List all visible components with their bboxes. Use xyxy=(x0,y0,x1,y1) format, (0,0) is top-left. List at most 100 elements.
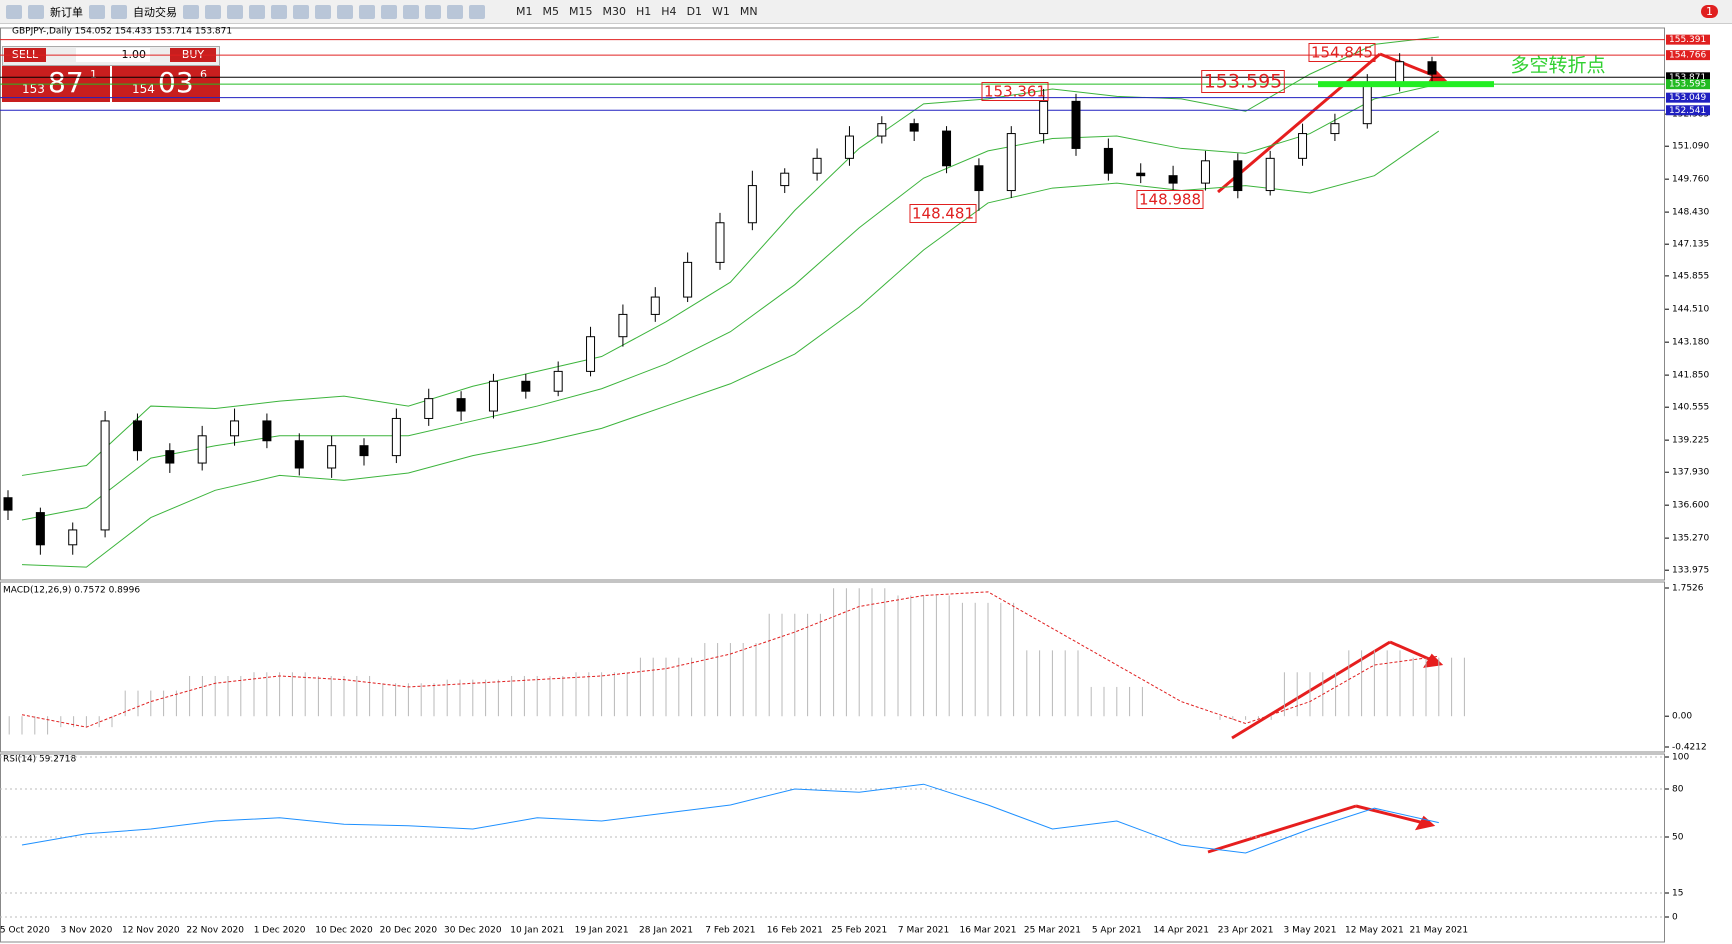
icon[interactable] xyxy=(271,4,287,19)
timeframe-button[interactable]: M5 xyxy=(542,5,560,18)
price-sup: 1 xyxy=(90,68,97,81)
x-tick-label: 7 Mar 2021 xyxy=(898,926,949,936)
panel-title: GBPJPY-,Daily 154.052 154.433 153.714 15… xyxy=(12,27,232,37)
candle-body xyxy=(844,135,854,159)
y-tick-label: 151.090 xyxy=(1672,142,1709,152)
panel-title: RSI(14) 59.2718 xyxy=(3,755,76,765)
y-tick-label: 80 xyxy=(1672,785,1684,795)
icon[interactable] xyxy=(293,4,309,19)
candle-body xyxy=(1039,100,1049,135)
candle-body xyxy=(488,380,498,412)
price-tag-label: 153.049 xyxy=(1669,93,1706,103)
timeframe-button[interactable]: D1 xyxy=(686,5,703,18)
notification[interactable]: 1 xyxy=(1701,5,1718,18)
annotation: 153.595 xyxy=(1204,71,1283,93)
price-tag xyxy=(1666,34,1710,45)
x-tick-label: 20 Dec 2020 xyxy=(380,926,438,936)
candle-body xyxy=(327,445,337,469)
y-tick-label: 147.135 xyxy=(1672,240,1709,250)
annotation-box xyxy=(1201,70,1285,93)
y-tick-label: 0 xyxy=(1672,913,1678,923)
icon[interactable] xyxy=(111,4,127,19)
candle-body xyxy=(1071,100,1081,149)
candle-body xyxy=(942,130,952,167)
icon[interactable] xyxy=(381,4,397,19)
timeframe-button[interactable]: H4 xyxy=(661,5,677,18)
y-tick-label: 141.850 xyxy=(1672,371,1709,381)
icon[interactable] xyxy=(6,4,22,19)
timeframe-button[interactable]: MN xyxy=(739,5,758,18)
candle-body xyxy=(650,296,660,315)
candle-body xyxy=(1233,160,1243,192)
icon[interactable] xyxy=(469,4,485,19)
price-tag-label: 153.871 xyxy=(1669,73,1706,83)
timeframe-button[interactable]: W1 xyxy=(712,5,730,18)
y-tick-label: 148.430 xyxy=(1672,208,1709,218)
auto-trading-button[interactable]: 自动交易 xyxy=(133,5,177,19)
y-tick-label: -0.4212 xyxy=(1672,743,1707,753)
candle-body xyxy=(780,172,790,187)
candle-body xyxy=(1298,133,1308,159)
candle-body xyxy=(424,398,434,419)
x-tick-label: 5 Apr 2021 xyxy=(1092,926,1142,936)
icon[interactable] xyxy=(337,4,353,19)
candle-body xyxy=(1362,83,1372,125)
y-tick-label: 100 xyxy=(1672,753,1689,763)
annotation-box xyxy=(981,82,1049,101)
annotation: 多空转折点 xyxy=(1510,55,1605,77)
x-tick-label: 12 May 2021 xyxy=(1345,926,1404,936)
new-order-button[interactable]: 新订单 xyxy=(50,5,83,19)
chart-area: GBPJPY-,Daily 154.052 154.433 153.714 15… xyxy=(0,27,1710,943)
toolbar: 新订单 自动交易 M1 M5 M15 M30 H1 H4 D1 W1 MN 1 xyxy=(0,0,1732,24)
y-tick-label: 137.930 xyxy=(1672,468,1709,478)
candle-body xyxy=(100,420,110,531)
macd-signal xyxy=(21,591,1439,728)
timeframe-button[interactable]: M30 xyxy=(602,5,627,18)
price-big: 153 xyxy=(22,82,45,96)
icon[interactable] xyxy=(227,4,243,19)
timeframe-button[interactable]: H1 xyxy=(636,5,652,18)
candle-body xyxy=(391,417,401,457)
icon[interactable] xyxy=(28,4,44,19)
x-tick-label: 7 Feb 2021 xyxy=(705,926,755,936)
timeframe-button[interactable]: M1 xyxy=(516,5,533,18)
candle-body xyxy=(1427,61,1437,75)
candle-body xyxy=(1395,61,1405,85)
x-tick-label: 25 Feb 2021 xyxy=(831,926,887,936)
candle-body xyxy=(553,370,563,392)
x-tick-label: 23 Apr 2021 xyxy=(1218,926,1274,936)
candle-body xyxy=(747,185,757,224)
candle-body xyxy=(294,440,304,469)
x-tick-label: 16 Feb 2021 xyxy=(767,926,823,936)
candle-body xyxy=(1265,157,1275,192)
icon[interactable] xyxy=(183,4,199,19)
x-tick-label: 12 Nov 2020 xyxy=(122,926,180,936)
y-tick-label: 50 xyxy=(1672,833,1684,843)
candle-body xyxy=(974,165,984,192)
icon[interactable] xyxy=(89,4,105,19)
annotation: 153.361 xyxy=(984,83,1046,101)
candle-body xyxy=(1330,123,1340,135)
icon[interactable] xyxy=(447,4,463,19)
icon[interactable] xyxy=(359,4,375,19)
price-tag xyxy=(1666,50,1710,61)
icon[interactable] xyxy=(315,4,331,19)
price-tag-label: 154.766 xyxy=(1669,51,1706,61)
y-tick-label: 139.225 xyxy=(1672,436,1709,446)
support-zone xyxy=(1318,81,1494,88)
icon[interactable] xyxy=(403,4,419,19)
candle-body xyxy=(35,512,45,546)
price-tag xyxy=(1666,72,1710,83)
candle-body xyxy=(715,222,725,263)
y-tick-label: 143.180 xyxy=(1672,338,1709,348)
timeframe-button[interactable]: M15 xyxy=(569,5,593,18)
icon[interactable] xyxy=(249,4,265,19)
annotation-box xyxy=(909,204,977,223)
icon[interactable] xyxy=(205,4,221,19)
icon[interactable] xyxy=(425,4,441,19)
y-tick-label: 135.270 xyxy=(1672,534,1709,544)
x-tick-label: 19 Jan 2021 xyxy=(575,926,629,936)
candle-body xyxy=(521,380,531,392)
candle-body xyxy=(586,336,596,372)
annotation-box xyxy=(1308,43,1376,62)
